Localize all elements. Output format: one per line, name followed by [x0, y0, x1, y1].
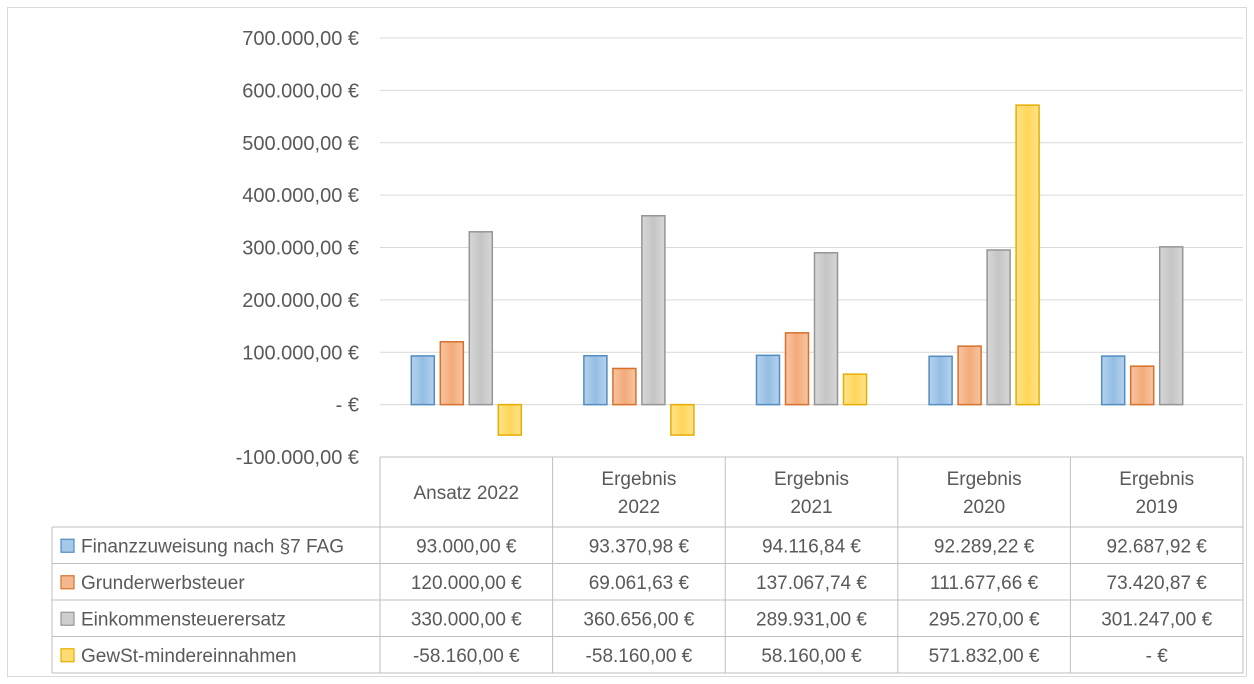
category-label: Ergebnis: [947, 469, 1022, 490]
bar-grunderwerbsteuer: [957, 345, 982, 406]
y-tick-label: 400.000,00 €: [242, 185, 359, 207]
legend-label: Grunderwerbsteuer: [81, 573, 245, 594]
data-label: -58.160,00 €: [413, 646, 520, 667]
data-label: - €: [1146, 646, 1169, 667]
legend-key-einkommensteuerersatz: [60, 611, 75, 626]
data-label: 360.656,00 €: [583, 609, 694, 630]
data-label: 92.687,92 €: [1107, 536, 1208, 557]
data-label: 111.677,66 €: [930, 573, 1039, 594]
bar-finanzzuweisung-nach-7-fag: [410, 355, 436, 406]
data-label: 58.160,00 €: [761, 646, 862, 667]
category-label: Ansatz 2022: [413, 483, 519, 504]
y-tick-label: 200.000,00 €: [242, 290, 359, 312]
category-label: Ergebnis: [601, 469, 676, 490]
legend-label: Finanzzuweisung nach §7 FAG: [81, 536, 344, 557]
y-tick-label: 100.000,00 €: [242, 342, 359, 364]
data-label: 289.931,00 €: [756, 609, 867, 630]
y-tick-label: 300.000,00 €: [242, 238, 359, 260]
y-tick-label: -100.000,00 €: [236, 447, 359, 469]
data-label: 120.000,00 €: [411, 573, 522, 594]
bar-grunderwerbsteuer: [784, 332, 810, 406]
data-label: 571.832,00 €: [929, 646, 1040, 667]
bar-einkommensteuerersatz: [1158, 246, 1184, 406]
legend-label: GewSt-mindereinnahmen: [81, 646, 296, 667]
y-tick-label: 700.000,00 €: [242, 28, 359, 50]
bar-gewst-mindereinnahmen: [1015, 104, 1040, 406]
legend-key-gewst-mindereinnahmen: [60, 648, 75, 663]
data-label: 73.420,87 €: [1107, 573, 1208, 594]
y-tick-label: 500.000,00 €: [242, 133, 359, 155]
data-label: 69.061,63 €: [589, 573, 690, 594]
chart-frame: [7, 7, 1247, 677]
data-label: 137.067,74 €: [756, 573, 867, 594]
bar-finanzzuweisung-nach-7-fag: [928, 355, 953, 406]
bar-grunderwerbsteuer: [1129, 365, 1155, 406]
bar-finanzzuweisung-nach-7-fag: [583, 354, 608, 406]
category-label: 2019: [1136, 497, 1178, 518]
category-label: Ergebnis: [1119, 469, 1194, 490]
data-label: 295.270,00 €: [929, 609, 1040, 630]
data-label: 330.000,00 €: [411, 609, 522, 630]
bar-einkommensteuerersatz: [986, 249, 1011, 406]
bar-grunderwerbsteuer: [439, 341, 465, 406]
bar-grunderwerbsteuer: [612, 367, 637, 406]
bar-gewst-mindereinnahmen: [497, 403, 523, 436]
category-label: Ergebnis: [774, 469, 849, 490]
legend-label: Einkommensteuerersatz: [81, 609, 286, 630]
bar-finanzzuweisung-nach-7-fag: [755, 354, 781, 406]
legend-key-finanzzuweisung-nach-7-fag: [60, 538, 75, 553]
bar-einkommensteuerersatz: [813, 252, 839, 406]
bar-einkommensteuerersatz: [468, 231, 494, 406]
bar-finanzzuweisung-nach-7-fag: [1100, 355, 1126, 406]
y-tick-label: 600.000,00 €: [242, 80, 359, 102]
data-label: 93.370,98 €: [589, 536, 690, 557]
data-label: 94.116,84 €: [762, 536, 861, 557]
category-label: 2021: [790, 497, 832, 518]
legend-key-grunderwerbsteuer: [60, 575, 75, 590]
data-label: 92.289,22 €: [934, 536, 1035, 557]
category-label: 2020: [963, 497, 1005, 518]
data-label: 93.000,00 €: [416, 536, 517, 557]
bar-einkommensteuerersatz: [641, 214, 666, 406]
data-label: -58.160,00 €: [586, 646, 693, 667]
data-label: 301.247,00 €: [1101, 609, 1212, 630]
bar-gewst-mindereinnahmen: [842, 373, 868, 406]
bar-gewst-mindereinnahmen: [670, 403, 695, 436]
category-label: 2022: [618, 497, 660, 518]
y-tick-label: - €: [336, 395, 359, 417]
